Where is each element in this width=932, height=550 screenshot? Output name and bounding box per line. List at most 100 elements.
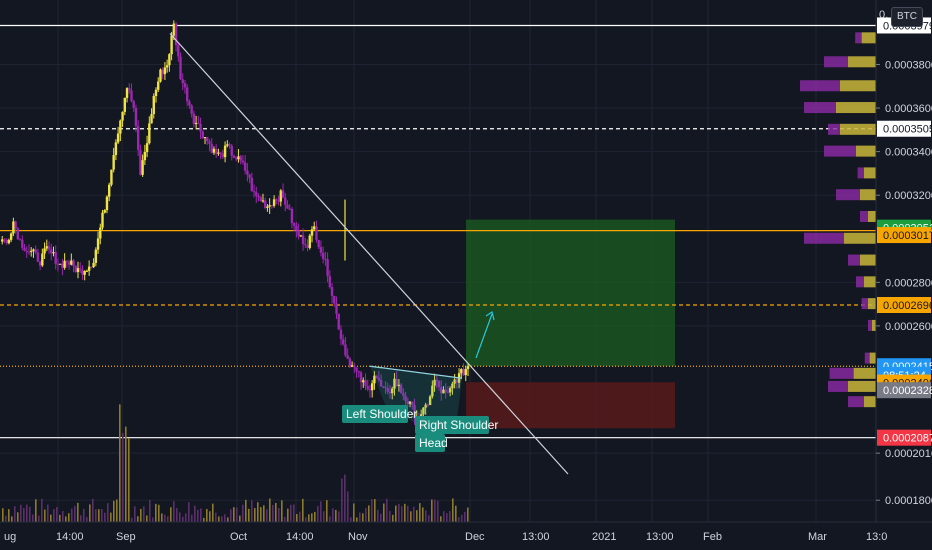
candle-body <box>161 69 164 75</box>
candle-body <box>90 266 93 268</box>
volume-bar <box>344 474 346 522</box>
candle-body <box>270 205 274 207</box>
candle-body <box>386 388 389 392</box>
candle-body <box>448 388 452 393</box>
volume-bar <box>83 508 85 522</box>
volume-bar <box>95 509 97 522</box>
volume-bar <box>143 506 145 522</box>
volume-profile-buy <box>860 254 876 266</box>
volume-bar <box>299 511 301 522</box>
candle-body <box>179 56 182 80</box>
volume-profile-buy <box>860 189 876 201</box>
volume-bar <box>215 512 217 522</box>
candle-body <box>143 151 147 161</box>
left-shoulder-label-text: Left Shoulder <box>346 407 417 421</box>
candle-body <box>437 380 441 388</box>
volume-bar <box>116 499 118 522</box>
volume-bar <box>239 515 241 522</box>
volume-bar <box>227 517 229 522</box>
volume-bar <box>413 506 415 522</box>
volume-bar <box>212 503 214 522</box>
volume-bar <box>161 513 163 522</box>
right-shoulder-label-bg <box>415 416 489 434</box>
volume-bar <box>47 504 49 522</box>
candle-body <box>43 248 46 254</box>
volume-profile-buy <box>856 145 876 157</box>
volume-bar <box>137 516 139 522</box>
volume-bar <box>317 506 319 522</box>
candle-body <box>217 152 220 154</box>
volume-bar <box>185 513 187 522</box>
candle-body <box>239 156 242 161</box>
volume-bar <box>107 503 109 522</box>
volume-bar <box>332 508 334 522</box>
volume-bar <box>113 500 115 522</box>
volume-bar <box>272 504 274 522</box>
candle-body <box>212 148 216 153</box>
volume-profile-sell <box>824 145 856 157</box>
volume-bar <box>278 507 280 522</box>
volume-bar <box>224 514 226 522</box>
candle-body <box>348 358 352 367</box>
volume-bar <box>320 501 322 522</box>
volume-bar <box>269 498 271 522</box>
candle-body <box>177 45 180 57</box>
time-axis[interactable]: ug 14:00 Sep Oct 14:00 Nov Dec 13:00 2021 13:00 Fe… <box>0 521 932 550</box>
candle-body <box>136 125 140 150</box>
candle-body <box>206 137 209 142</box>
candle-body <box>141 160 144 175</box>
candle-body <box>275 199 278 201</box>
volume-bar <box>29 506 31 522</box>
candle-body <box>85 270 89 272</box>
volume-bar <box>56 507 58 522</box>
volume-bar <box>86 517 88 522</box>
volume-bar <box>440 516 442 522</box>
candle-body <box>183 83 187 88</box>
volume-bar <box>191 514 193 522</box>
volume-bar <box>422 507 424 522</box>
volume-bar <box>8 509 10 522</box>
volume-bar <box>305 517 307 522</box>
volume-bar <box>2 508 4 522</box>
volume-bar <box>182 516 184 522</box>
candle-body <box>446 391 450 393</box>
candle-body <box>58 263 62 265</box>
candle-body <box>74 266 77 273</box>
candle-body <box>70 260 73 265</box>
candle-body <box>413 405 416 418</box>
candle-body <box>375 375 378 379</box>
candle-body <box>288 208 291 210</box>
volume-bar <box>329 516 331 522</box>
candle-body <box>152 96 155 115</box>
price-axis[interactable]: 0.0003800 0.0003600 0.0003400 0.0003200 0.00… <box>875 0 932 550</box>
price-tag-label: 0.0002087 <box>883 433 932 445</box>
volume-bar <box>152 517 154 522</box>
volume-bar <box>383 503 385 522</box>
volume-bar <box>461 514 463 522</box>
candle-body <box>382 386 385 388</box>
symbol-badge[interactable]: BTC <box>891 7 923 27</box>
volume-bar <box>179 512 181 522</box>
candle-body <box>186 87 189 102</box>
candle-body <box>134 107 138 126</box>
candle-body <box>27 251 31 253</box>
price-tick-label: 0.0002800 <box>885 277 932 289</box>
volume-bar <box>68 513 70 522</box>
arrow-head-icon <box>485 311 495 321</box>
volume-bar <box>176 508 178 522</box>
volume-bar <box>338 511 340 522</box>
volume-bar <box>89 504 91 522</box>
candle-body <box>150 114 153 124</box>
price-tick-label: 0.0002600 <box>885 321 932 333</box>
volume-profile-buy <box>844 232 876 244</box>
candle-body <box>306 245 309 248</box>
candle-body <box>163 67 167 75</box>
time-axis-label: Sep <box>116 531 136 543</box>
candle-body <box>226 144 229 146</box>
candle-body <box>266 206 269 208</box>
time-axis-label: 14:00 <box>56 531 84 543</box>
candle-body <box>366 386 369 390</box>
candle-body <box>252 191 256 193</box>
candle-body <box>279 190 282 202</box>
